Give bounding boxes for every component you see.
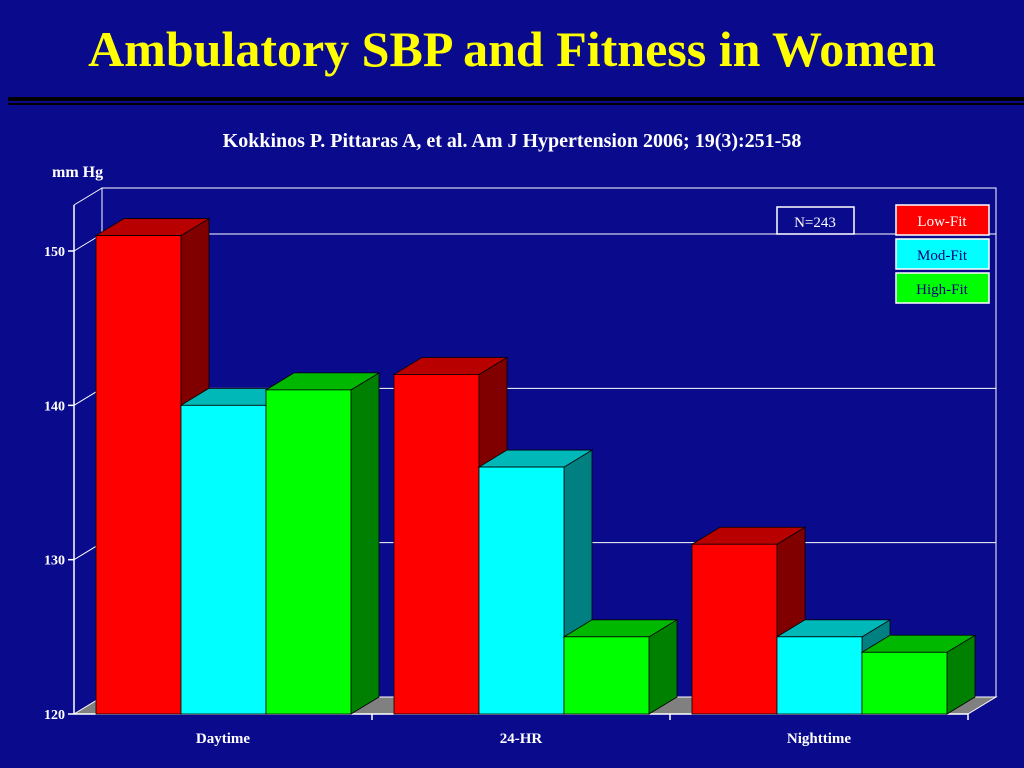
title-rule <box>8 97 1024 101</box>
title-rule-secondary <box>8 103 1024 105</box>
bar <box>478 466 565 715</box>
legend-label: High-Fit <box>916 282 969 298</box>
bar <box>393 374 480 715</box>
y-tick-label: 120 <box>44 708 65 723</box>
x-tick-label: Daytime <box>196 731 250 747</box>
bar <box>776 636 863 715</box>
x-tick-label: Nighttime <box>787 731 851 747</box>
legend-swatch <box>895 238 990 270</box>
bar <box>180 404 267 715</box>
citation: Kokkinos P. Pittaras A, et al. Am J Hype… <box>222 130 802 152</box>
bar-side <box>350 372 380 715</box>
bar <box>691 543 778 715</box>
x-tick-label: 24-HR <box>500 731 543 747</box>
legend-label: Mod-Fit <box>917 248 968 264</box>
annotation-box <box>776 206 855 235</box>
y-tick-label: 140 <box>44 399 65 414</box>
y-tick-label: 150 <box>44 245 65 260</box>
legend-swatch <box>895 272 990 304</box>
legend-swatch <box>895 204 990 236</box>
legend-label: Low-Fit <box>917 214 967 230</box>
slide-title: Ambulatory SBP and Fitness in Women <box>88 21 936 77</box>
bar <box>563 636 650 715</box>
chart-side-top-edge <box>73 187 103 206</box>
bar <box>95 235 182 715</box>
annotation-label: N=243 <box>794 215 836 231</box>
y-axis-label: mm Hg <box>52 164 104 181</box>
bar <box>265 389 352 715</box>
bar <box>861 651 948 715</box>
y-tick-label: 130 <box>44 554 65 569</box>
